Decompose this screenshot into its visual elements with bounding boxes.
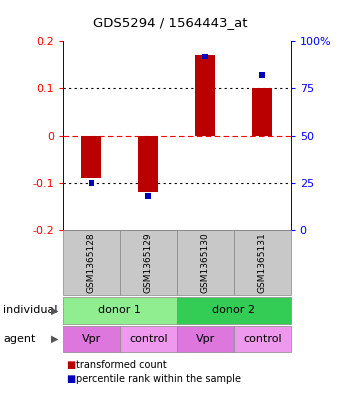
Text: GSM1365130: GSM1365130 <box>201 232 210 293</box>
Bar <box>259 72 265 78</box>
Text: GSM1365131: GSM1365131 <box>258 232 267 293</box>
Bar <box>88 180 94 185</box>
Text: agent: agent <box>3 334 36 344</box>
Text: percentile rank within the sample: percentile rank within the sample <box>76 374 241 384</box>
Text: transformed count: transformed count <box>76 360 167 371</box>
Text: GSM1365129: GSM1365129 <box>144 232 153 293</box>
Text: ▶: ▶ <box>51 305 58 316</box>
Text: GSM1365128: GSM1365128 <box>87 232 96 293</box>
Text: control: control <box>243 334 282 344</box>
Bar <box>138 136 158 192</box>
Text: Vpr: Vpr <box>82 334 101 344</box>
Text: individual: individual <box>3 305 58 316</box>
Text: Vpr: Vpr <box>195 334 215 344</box>
Bar <box>202 53 208 59</box>
Text: GDS5294 / 1564443_at: GDS5294 / 1564443_at <box>93 16 247 29</box>
Bar <box>195 55 215 136</box>
Text: ■: ■ <box>66 360 75 371</box>
Text: donor 2: donor 2 <box>212 305 255 316</box>
Text: control: control <box>129 334 168 344</box>
Text: ■: ■ <box>66 374 75 384</box>
Bar <box>252 88 272 136</box>
Text: ▶: ▶ <box>51 334 58 344</box>
Bar <box>81 136 101 178</box>
Bar <box>146 193 151 199</box>
Text: donor 1: donor 1 <box>98 305 141 316</box>
